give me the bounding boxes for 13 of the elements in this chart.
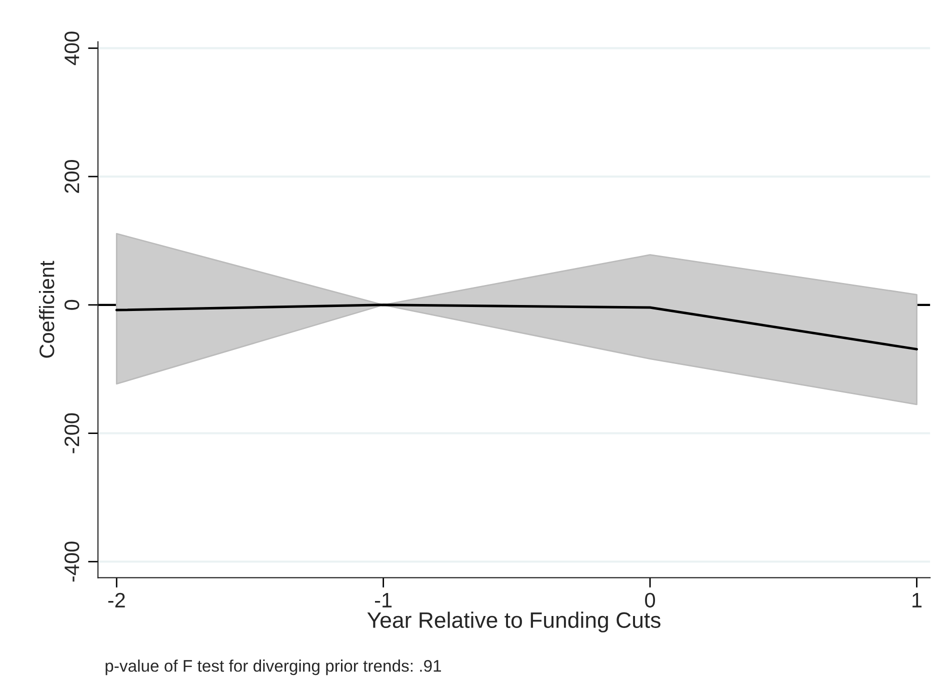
y-tick-label: -400 <box>64 542 80 582</box>
line-series <box>115 304 918 350</box>
y-tick-label: 400 <box>64 32 80 66</box>
x-tick-label: -2 <box>108 592 125 608</box>
x-tick-label: 1 <box>912 593 922 608</box>
y-axis-title: Coefficient <box>38 260 54 358</box>
y-tick-label: -200 <box>64 413 80 454</box>
x-tick-label: -1 <box>374 593 392 608</box>
x-tick-label: 0 <box>645 592 656 608</box>
y-tick-label: 200 <box>64 160 80 193</box>
x-axis-title: Year Relative to Funding Cuts <box>367 612 660 632</box>
y-tick-label: 0 <box>64 300 80 310</box>
text: p-value of F test for diverging prior trends: .91 <box>106 660 441 676</box>
